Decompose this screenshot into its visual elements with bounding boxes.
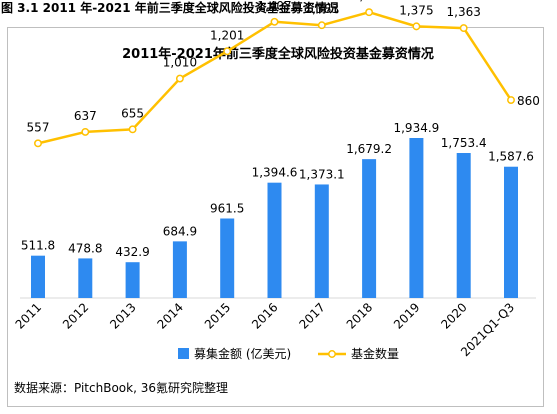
- bar-label-2019: 1,934.9: [393, 121, 439, 135]
- chart-title: 2011年-2021年前三季度全球风险投资基金募资情况: [122, 46, 434, 62]
- bar-label-2017: 1,373.1: [299, 167, 345, 181]
- x-tick-2017: 2017: [296, 300, 327, 331]
- line-point-2018: [365, 8, 374, 17]
- bar-label-2011: 511.8: [21, 239, 55, 253]
- x-tick-2019: 2019: [391, 300, 422, 331]
- bar-2021Q1-Q3: [504, 166, 518, 298]
- x-tick-2016: 2016: [249, 300, 280, 331]
- line-label-2012: 637: [74, 109, 97, 123]
- line-label-2013: 655: [121, 106, 144, 120]
- line-label-2011: 557: [27, 120, 50, 134]
- line-point-2013: [128, 125, 137, 134]
- bar-label-2016: 1,394.6: [252, 166, 298, 180]
- figure-caption: 图 3.1 2011 年-2021 年前三季度全球风险投资基金募资情况: [1, 1, 339, 15]
- bar-2012: [78, 258, 93, 298]
- bar-label-2020: 1,753.4: [441, 136, 487, 150]
- legend-label-bar: 募集金额 (亿美元): [194, 346, 291, 361]
- line-point-2016: [270, 17, 279, 26]
- bar-2013: [125, 262, 140, 298]
- bar-2014: [172, 241, 187, 298]
- bar-label-2018: 1,679.2: [346, 142, 392, 156]
- bar-2017: [314, 184, 329, 298]
- bar-2020: [456, 153, 471, 298]
- bar-label-2015: 961.5: [210, 201, 244, 215]
- line-point-2017: [317, 21, 326, 30]
- bar-label-2012: 478.8: [68, 241, 102, 255]
- x-tick-2020: 2020: [438, 300, 469, 331]
- line-label-2016: 1,407: [257, 0, 291, 13]
- bar-2015: [220, 218, 235, 298]
- x-tick-2018: 2018: [344, 300, 375, 331]
- legend-swatch-bar: [178, 348, 189, 359]
- x-tick-2015: 2015: [202, 300, 233, 331]
- line-label-2015: 1,201: [210, 28, 244, 42]
- bar-2016: [267, 182, 282, 298]
- bar-label-2021Q1-Q3: 1,587.6: [488, 150, 534, 164]
- legend-label-line: 基金数量: [351, 346, 399, 361]
- line-label-2021Q1-Q3: 860: [517, 94, 540, 108]
- bar-label-2013: 432.9: [115, 245, 149, 259]
- line-label-2020: 1,363: [447, 5, 481, 19]
- x-tick-2013: 2013: [107, 300, 138, 331]
- chart-frame: [7, 27, 544, 407]
- source-note: 数据来源：PitchBook, 36氪研究院整理: [14, 381, 228, 395]
- bar-2018: [362, 159, 377, 298]
- line-point-2012: [81, 127, 90, 136]
- x-tick-2011: 2011: [13, 300, 44, 331]
- bar-2019: [409, 138, 424, 298]
- x-tick-2012: 2012: [60, 300, 91, 331]
- line-fund-count: [37, 10, 513, 145]
- line-point-2014: [175, 74, 184, 83]
- line-point-2021Q1-Q3: [507, 96, 515, 104]
- line-point-2015: [223, 47, 232, 56]
- line-label-2017: 1,383: [305, 2, 339, 16]
- bar-label-2014: 684.9: [163, 224, 197, 238]
- legend-swatch-marker: [328, 350, 336, 358]
- line-label-2014: 1,010: [163, 56, 197, 70]
- line-point-2020: [459, 24, 468, 33]
- line-label-2019: 1,375: [399, 3, 433, 17]
- line-point-2011: [34, 139, 42, 148]
- line-label-2018: 1,474: [352, 0, 386, 3]
- line-point-2019: [412, 22, 421, 31]
- bar-2011: [31, 255, 45, 298]
- x-tick-2014: 2014: [155, 300, 186, 331]
